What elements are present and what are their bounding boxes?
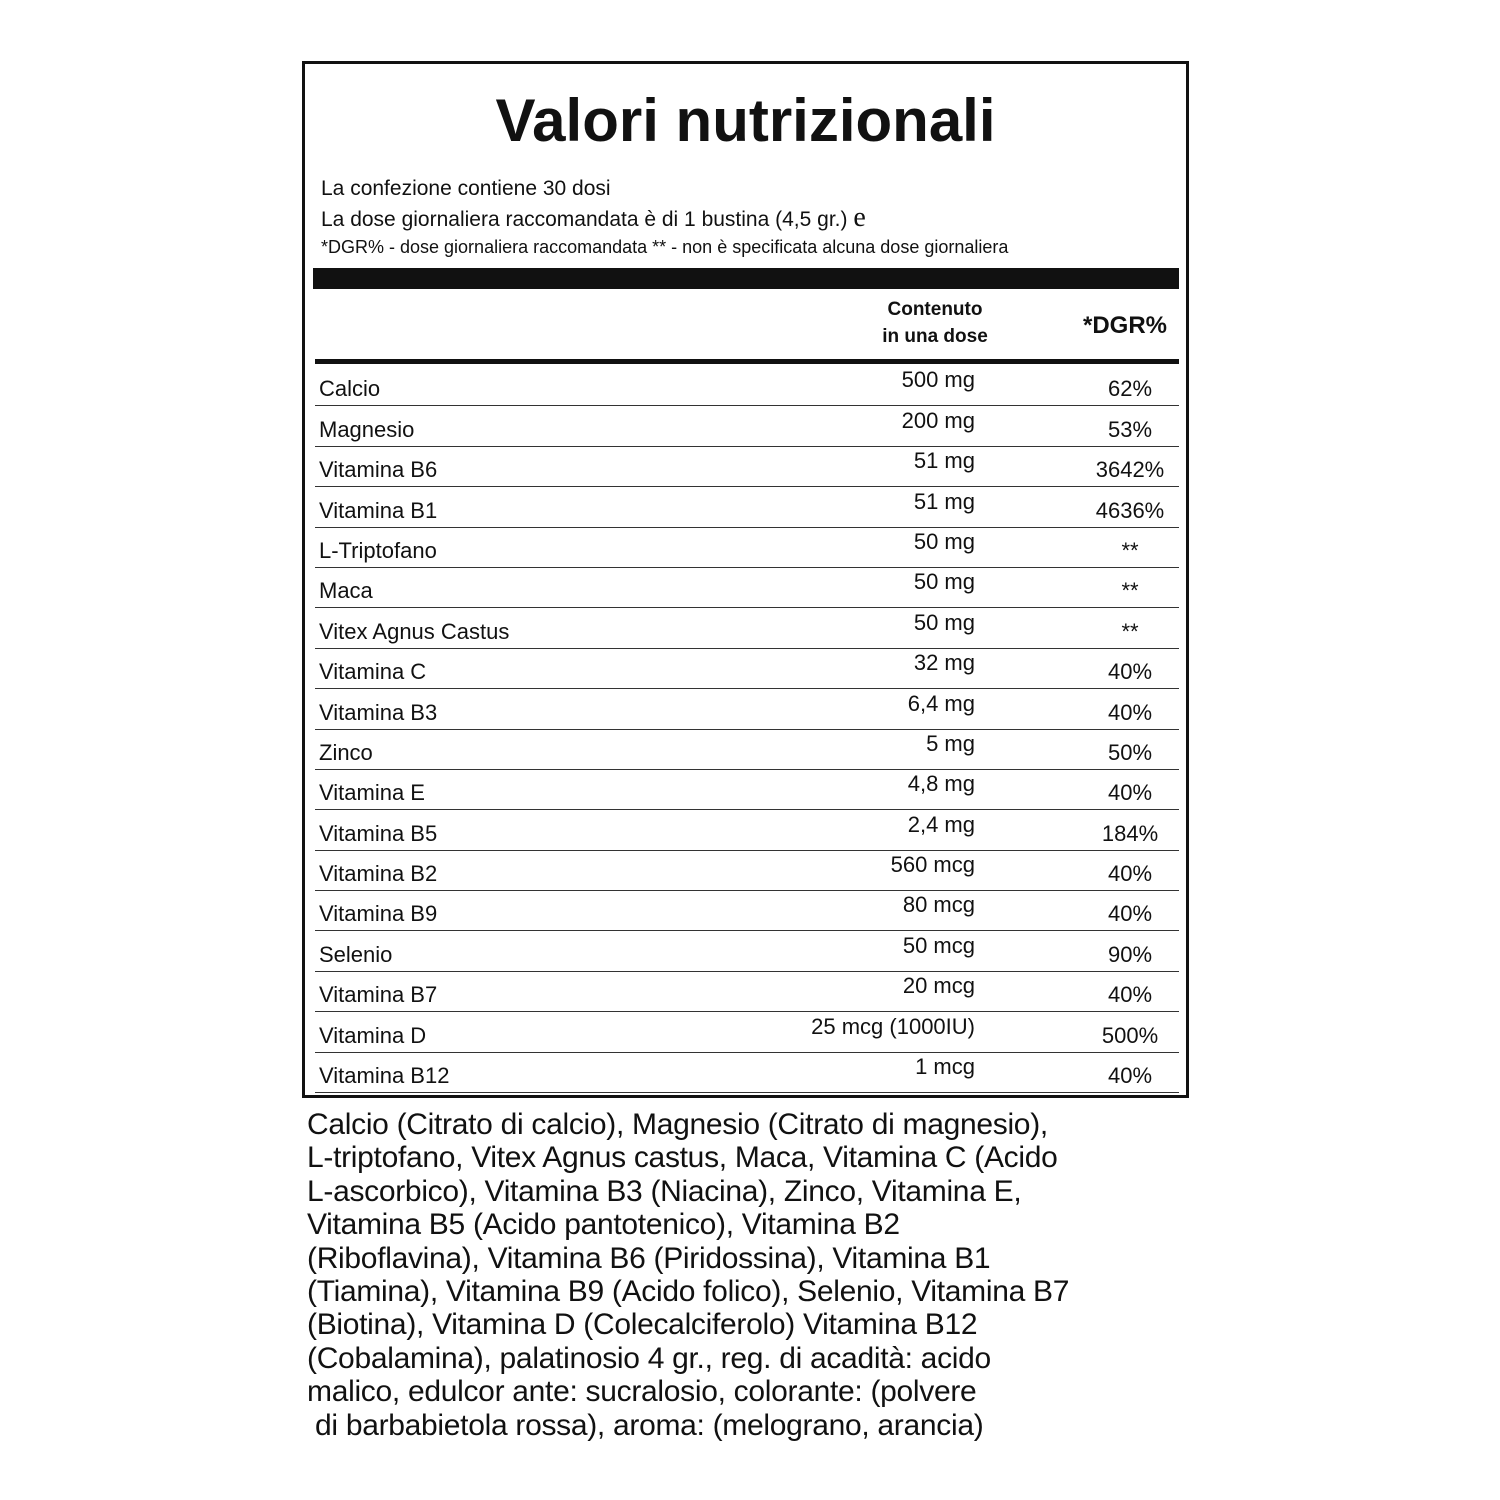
nutrient-name: Vitamina E [319, 780, 425, 806]
table-row: Vitamina D 25 mcg (1000IU) 500% [315, 1012, 1179, 1053]
header-bar [313, 268, 1179, 289]
nutrient-dgr: 40% [1107, 901, 1153, 927]
label-title: Valori nutrizionali [495, 87, 996, 154]
nutrient-amount: 25 mcg (1000IU) [811, 1013, 975, 1039]
nutrient-name: Zinco [319, 739, 373, 765]
nutrient-dgr: 40% [1107, 861, 1153, 887]
estimated-mark: e [853, 202, 866, 233]
nutrient-amount: 20 mcg [902, 973, 975, 999]
nutrient-dgr: 50% [1107, 739, 1153, 765]
nutrient-dgr: ** [1121, 578, 1139, 604]
nutrient-name: Vitamina B1 [319, 497, 438, 523]
nutrient-name: Vitamina B2 [319, 861, 438, 887]
nutrient-name: Vitamina C [319, 659, 427, 685]
ingredients-line: Calcio (Citrato di calcio), Magnesio (Ci… [307, 1108, 1048, 1141]
nutrient-amount: 50 mg [913, 609, 975, 635]
nutrient-amount: 6,4 mg [907, 690, 975, 716]
nutrient-amount: 560 mcg [890, 852, 975, 878]
nutrient-name: Vitamina D [319, 1022, 427, 1048]
table-row: Vitamina B9 80 mcg 40% [315, 891, 1179, 932]
nutrient-amount: 50 mg [913, 528, 975, 554]
ingredients-line: Vitamina B5 (Acido pantotenico), Vitamin… [307, 1208, 900, 1242]
nutrient-amount: 80 mcg [902, 892, 975, 918]
ingredients-line: (Biotina), Vitamina D (Colecalciferolo) … [307, 1308, 978, 1342]
ingredients-line: di barbabietola rossa), aroma: (melogran… [307, 1408, 984, 1442]
column-header-content: Contenuto in una dose [845, 296, 1025, 350]
nutrient-dgr: 3642% [1095, 457, 1165, 483]
ingredients-line: (Riboflavina), Vitamina B6 (Piridossina)… [307, 1241, 991, 1275]
dgr-legend: *DGR% - dose giornaliera raccomandata **… [321, 237, 1009, 257]
nutrient-dgr: 184% [1101, 820, 1159, 846]
nutrient-amount: 2,4 mg [907, 811, 975, 837]
nutrient-amount: 50 mcg [902, 932, 975, 958]
nutrient-dgr: 40% [1107, 982, 1153, 1008]
table-row: Vitamina C 32 mg 40% [315, 649, 1179, 690]
nutrient-dgr: 90% [1107, 941, 1153, 967]
nutrient-name: L-Triptofano [319, 537, 437, 563]
header-line: Contenuto [887, 299, 983, 320]
package-doses: La confezione contiene 30 dosi [321, 177, 611, 200]
nutrition-label: Valori nutrizionali La confezione contie… [302, 61, 1189, 1098]
nutrient-name: Vitamina B6 [319, 457, 438, 483]
nutrient-name: Maca [319, 578, 373, 604]
nutrient-amount: 51 mg [913, 448, 975, 474]
nutrient-amount: 5 mg [926, 730, 975, 756]
table-row: Vitamina B1 51 mg 4636% [315, 487, 1179, 528]
table-row: Calcio 500 mg 62% [315, 366, 1179, 407]
table-row: Vitex Agnus Castus 50 mg ** [315, 608, 1179, 649]
nutrient-name: Vitamina B12 [319, 1063, 450, 1089]
nutrient-name: Vitamina B3 [319, 699, 438, 725]
table-row: L-Triptofano 50 mg ** [315, 528, 1179, 568]
table-row: Magnesio 200 mg 53% [315, 406, 1179, 447]
nutrient-name: Calcio [319, 376, 381, 402]
nutrient-table: Calcio 500 mg 62% Magnesio 200 mg 53% Vitamina… [315, 366, 1179, 1094]
nutrient-name: Vitex Agnus Castus [319, 618, 510, 644]
nutrient-name: Vitamina B9 [319, 901, 438, 927]
table-row: Maca 50 mg ** [315, 568, 1179, 609]
ingredients-line: L-triptofano, Vitex Agnus castus, Maca, … [307, 1141, 1058, 1175]
nutrient-dgr: 4636% [1095, 497, 1165, 523]
table-row: Vitamina B7 20 mcg 40% [315, 972, 1179, 1013]
nutrient-name: Magnesio [319, 416, 415, 442]
table-row: Vitamina B3 6,4 mg 40% [315, 689, 1179, 730]
nutrient-dgr: 40% [1107, 659, 1153, 685]
ingredients-line: (Cobalamina), palatinosio 4 gr., reg. di… [307, 1341, 991, 1375]
nutrient-dgr: 500% [1101, 1022, 1159, 1048]
column-header-dgr: *DGR% [1082, 312, 1167, 339]
daily-dose: La dose giornaliera raccomandata è di 1 … [321, 208, 848, 231]
nutrient-dgr: 40% [1107, 699, 1153, 725]
nutrient-amount: 32 mg [913, 650, 975, 676]
header-divider [315, 359, 1179, 364]
table-row: Zinco 5 mg 50% [315, 730, 1179, 770]
ingredients-line: (Tiamina), Vitamina B9 (Acido folico), S… [307, 1275, 1070, 1309]
nutrient-dgr: ** [1121, 537, 1139, 563]
intro-text: La confezione contiene 30 dosi La dose g… [321, 174, 1008, 260]
ingredients-line: L-ascorbico), Vitamina B3 (Niacina), Zin… [307, 1174, 1022, 1208]
ingredients-list: Calcio (Citrato di calcio), Magnesio (Ci… [307, 1108, 1069, 1442]
nutrient-dgr: 62% [1107, 376, 1153, 402]
table-row: Selenio 50 mcg 90% [315, 931, 1179, 972]
nutrient-dgr: ** [1121, 618, 1139, 644]
table-row: Vitamina B5 2,4 mg 184% [315, 810, 1179, 851]
header-line: in una dose [882, 326, 988, 347]
ingredients-line: malico, edulcor ante: sucralosio, colora… [307, 1375, 977, 1409]
nutrient-name: Vitamina B7 [319, 982, 438, 1008]
nutrient-name: Vitamina B5 [319, 820, 438, 846]
table-row: Vitamina B12 1 mcg 40% [315, 1053, 1179, 1094]
table-row: Vitamina B2 560 mcg 40% [315, 851, 1179, 892]
nutrient-amount: 50 mg [913, 569, 975, 595]
nutrient-dgr: 53% [1107, 416, 1153, 442]
nutrient-amount: 4,8 mg [907, 771, 975, 797]
nutrient-dgr: 40% [1107, 1063, 1153, 1089]
nutrient-dgr: 40% [1107, 780, 1153, 806]
nutrient-amount: 1 mcg [915, 1054, 975, 1080]
nutrient-name: Selenio [319, 941, 393, 967]
nutrient-amount: 51 mg [913, 488, 975, 514]
nutrient-amount: 500 mg [901, 367, 975, 393]
table-row: Vitamina B6 51 mg 3642% [315, 447, 1179, 488]
nutrient-amount: 200 mg [901, 407, 975, 433]
table-row: Vitamina E 4,8 mg 40% [315, 770, 1179, 811]
